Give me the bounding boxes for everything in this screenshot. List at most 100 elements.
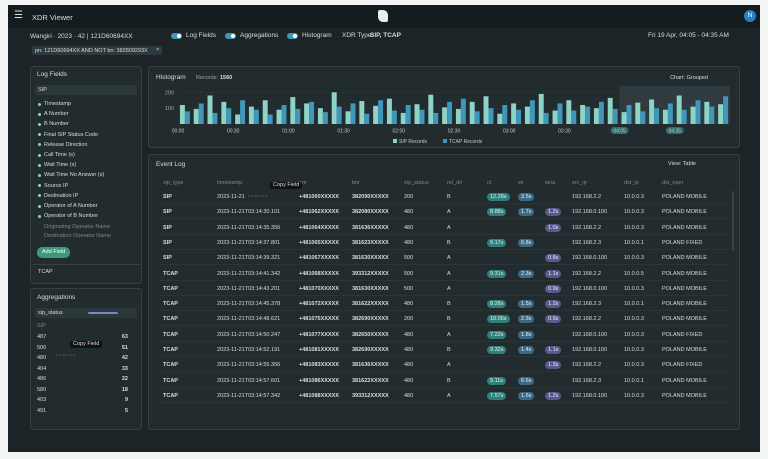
- toggle-switch[interactable]: [171, 33, 182, 39]
- cell: POLAND MOBILE: [662, 316, 707, 323]
- badge: 2.3s: [518, 269, 535, 278]
- row-type: SIP: [163, 209, 172, 216]
- field-name[interactable]: Wait Time No Answer (s): [44, 172, 105, 179]
- field-dot: [38, 153, 41, 157]
- bar: [571, 110, 577, 124]
- cell: POLAND MOBILE: [662, 224, 707, 231]
- agg-count: 5: [124, 407, 128, 414]
- cell: 381636XXXXX: [352, 362, 389, 369]
- field-name[interactable]: Final SIP Status Code: [44, 131, 99, 138]
- badge: 9.11s: [487, 376, 507, 385]
- cell: 2023-11-21T03:14:55.356: [217, 362, 281, 369]
- avatar[interactable]: N: [744, 10, 756, 22]
- field-name[interactable]: Timestamp: [44, 101, 71, 107]
- row-divider: [156, 356, 730, 357]
- column-header: rel_dir: [447, 180, 463, 186]
- group-collapsed[interactable]: TCAP: [38, 269, 53, 275]
- view-select[interactable]: View: Table: [668, 161, 696, 167]
- cell: 480: [404, 239, 414, 246]
- inactive-field[interactable]: Destination Operator Name: [44, 233, 111, 239]
- cell: 480: [404, 392, 414, 399]
- toggle-knob: [177, 34, 181, 38]
- cell: 10.0.0.1: [624, 301, 644, 308]
- cell: 480: [404, 224, 414, 231]
- agg-group: SIP: [37, 323, 46, 329]
- badge: 1.2s: [545, 208, 562, 217]
- cell: +481077XXXXX: [299, 331, 339, 338]
- row-type: TCAP: [163, 270, 178, 277]
- toggle-label: Log Fields: [186, 32, 216, 39]
- field-dot: [38, 173, 41, 177]
- badge: 1.8s: [518, 330, 535, 339]
- cell: 381630XXXXX: [352, 285, 389, 292]
- field-name[interactable]: Operator of B Number: [44, 213, 99, 220]
- row-divider: [156, 401, 730, 403]
- panel-title: Event Log: [156, 161, 186, 168]
- field-dot: [38, 143, 41, 147]
- agg-key: 404: [37, 365, 47, 372]
- cell: A: [447, 224, 451, 231]
- field-name[interactable]: Release Direction: [44, 141, 88, 148]
- cell: 381622XXXXX: [352, 301, 389, 308]
- cell: 10.0.0.3: [624, 331, 644, 338]
- field-name[interactable]: Source IP: [44, 182, 69, 189]
- toggle-switch[interactable]: [287, 33, 298, 39]
- cell: B: [447, 347, 451, 353]
- cell: +481072XXXXX: [299, 301, 339, 308]
- cell: POLAND MOBILE: [662, 347, 707, 353]
- bar: [198, 103, 204, 124]
- y-tick-label: 100: [165, 106, 174, 112]
- cell: 192.168.2.3: [572, 239, 602, 246]
- bar: [290, 97, 296, 124]
- bar: [304, 103, 310, 124]
- bar: [654, 108, 660, 124]
- filter-remove[interactable]: ×: [156, 47, 160, 53]
- row-type: TCAP: [163, 316, 178, 323]
- cell: POLAND MOBILE: [662, 209, 707, 216]
- field-name[interactable]: A Number: [44, 111, 69, 118]
- field-name[interactable]: Destination IP: [44, 192, 79, 199]
- cell: +481081XXXXX: [299, 347, 339, 353]
- cell: B: [447, 194, 451, 200]
- divider: [30, 264, 140, 265]
- time-range[interactable]: Fri 19 Apr, 04:05 - 04:35 AM: [648, 32, 729, 39]
- cell: POLAND MOBILE: [662, 194, 707, 200]
- cell: 393312XXXXX: [352, 392, 389, 399]
- column-header: wna: [545, 180, 556, 186]
- bar: [414, 104, 420, 124]
- bar: [248, 106, 254, 124]
- inactive-field[interactable]: Originating Operator Name: [44, 224, 111, 230]
- bar: [262, 100, 268, 124]
- field-name[interactable]: B Number: [44, 121, 69, 128]
- toggle-label: Aggregations: [240, 32, 279, 39]
- cell: 2023-11-21T03:14:57.601: [217, 377, 281, 384]
- cell: 2023-11-21T03:14:30.101: [217, 209, 281, 216]
- menu-button[interactable]: ☰: [14, 10, 23, 21]
- xdr-type[interactable]: SIP, TCAP: [370, 32, 401, 39]
- cell: 382690XXXXX: [352, 347, 389, 353]
- cell: POLAND MOBILE: [662, 301, 707, 308]
- bar: [621, 112, 627, 124]
- bar: [207, 95, 213, 124]
- field-name[interactable]: Call Time (s): [44, 152, 75, 158]
- field-name[interactable]: Wait Time (s): [44, 162, 77, 169]
- cell: 10.0.0.1: [624, 377, 644, 384]
- agg-count: 9: [124, 397, 128, 403]
- agg-key: 480: [37, 355, 47, 361]
- cell: 480: [404, 331, 414, 338]
- tooltip: Copy Field: [270, 182, 303, 189]
- cell: 192.168.2.2: [572, 194, 602, 200]
- cell: 2023-11-21T03:14:35.356: [217, 224, 281, 231]
- bar: [433, 112, 439, 124]
- field-dot: [38, 163, 41, 167]
- bar: [364, 113, 370, 124]
- cell: 381630XXXXX: [352, 255, 389, 262]
- add-field-button[interactable]: Add Field: [37, 247, 71, 258]
- agg-key: 487: [37, 334, 47, 340]
- cell: 2023-11-21T03:14:57.342: [217, 392, 281, 399]
- field-name[interactable]: Operator of A Number: [44, 203, 98, 209]
- cell: 480: [404, 362, 414, 369]
- bar: [704, 101, 710, 124]
- cell: 480: [404, 377, 414, 384]
- toggle-switch[interactable]: [225, 33, 236, 39]
